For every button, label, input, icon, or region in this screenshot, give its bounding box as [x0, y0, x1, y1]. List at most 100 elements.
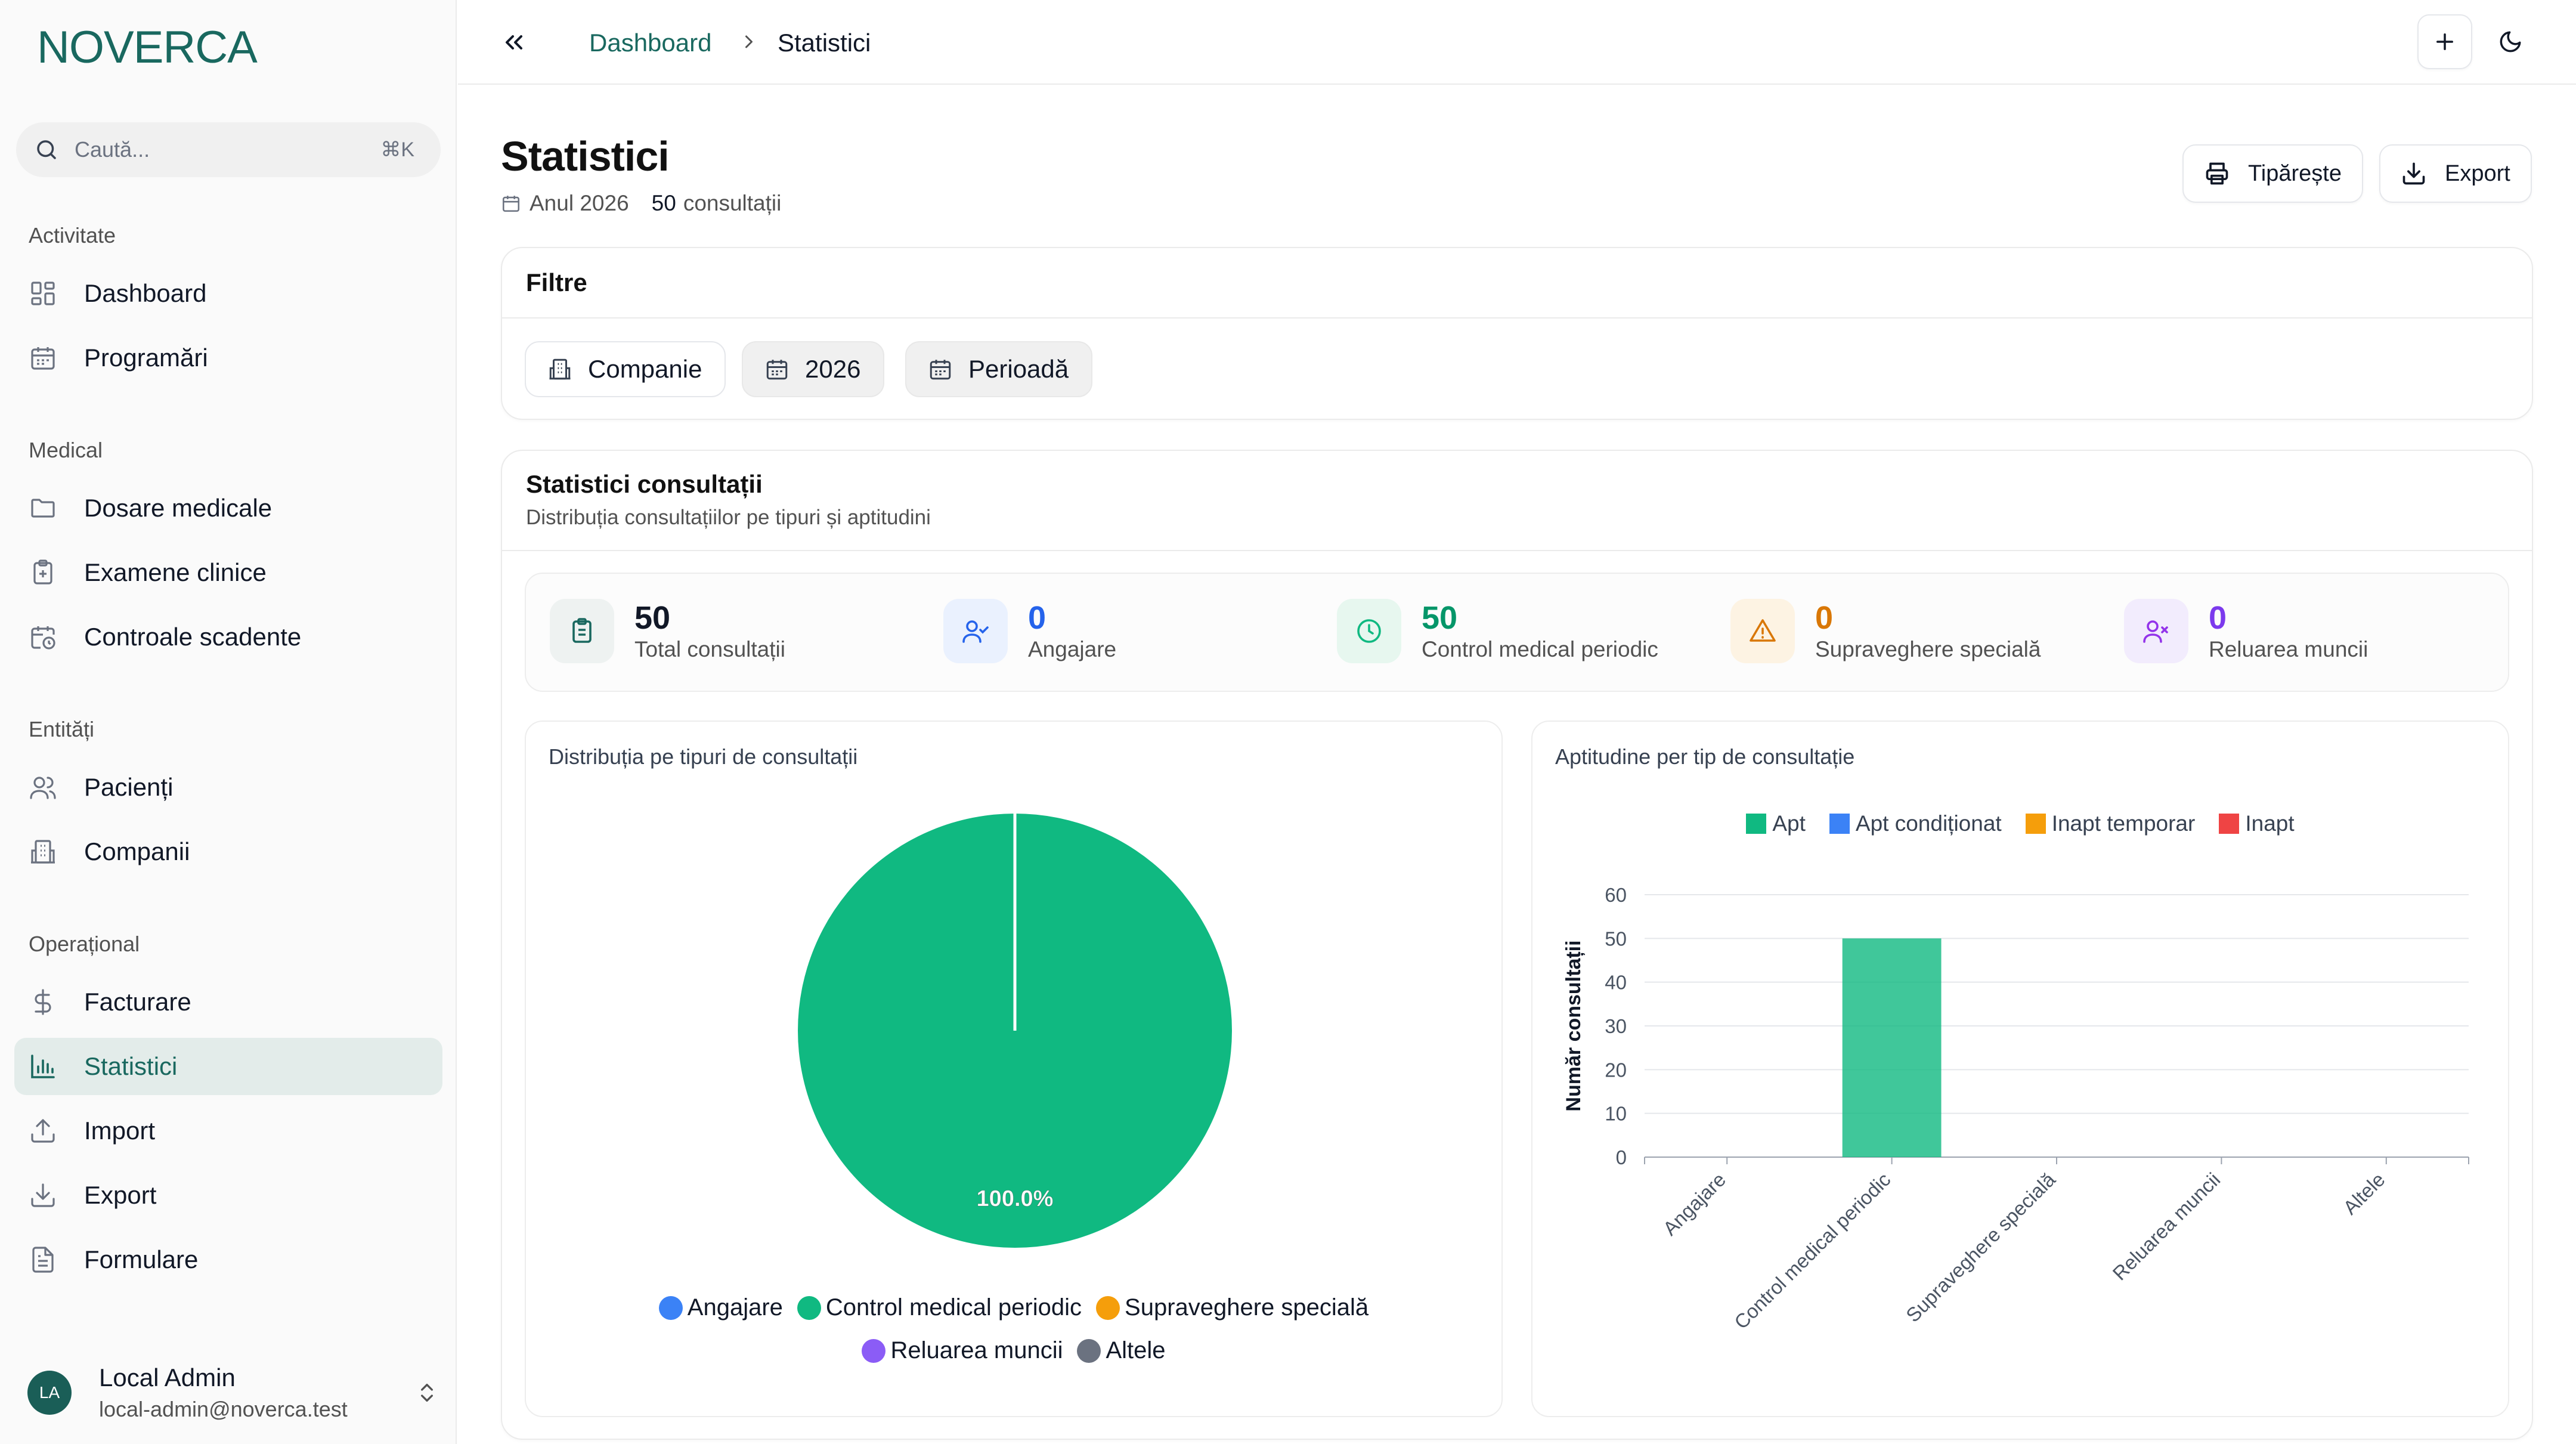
sidebar-item-dosare-medicale[interactable]: Dosare medicale: [14, 480, 442, 537]
users-icon: [30, 777, 56, 799]
folder-icon: [31, 499, 55, 518]
period-filter[interactable]: Perioadă: [905, 341, 1093, 397]
legend-label: Inapt: [2245, 811, 2295, 836]
plus-icon: [2436, 33, 2453, 50]
kpi-value: 0: [1815, 600, 1834, 636]
y-tick-label: 40: [1605, 972, 1627, 994]
sidebar-item-label: Statistici: [84, 1052, 178, 1080]
legend-item-angajare[interactable]: Angajare: [658, 1294, 783, 1321]
kpi-value: 50: [634, 600, 671, 636]
sidebar-item-label: Programări: [84, 344, 208, 372]
calendar-icon: [502, 196, 520, 212]
year-filter[interactable]: 2026: [742, 341, 885, 397]
kpi-icon-box: [2124, 599, 2188, 663]
year-filter-label: 2026: [805, 355, 861, 383]
sidebar-item-facturare[interactable]: Facturare: [14, 973, 442, 1031]
avatar: LA: [27, 1371, 72, 1415]
pie-legend-row-1: Angajare Control medical periodic Suprav…: [526, 1294, 1501, 1321]
search-placeholder: Caută...: [75, 137, 150, 162]
divider: [502, 550, 2532, 551]
building-icon: [31, 840, 55, 864]
x-tick-label: Angajare: [1659, 1168, 1730, 1240]
sidebar-item-label: Examene clinice: [84, 558, 267, 586]
y-tick-label: 30: [1605, 1015, 1627, 1037]
file-text-icon: [32, 1247, 54, 1273]
add-button[interactable]: [2417, 14, 2472, 69]
period-filter-label: Perioadă: [968, 355, 1069, 383]
sidebar-item-pacienti[interactable]: Pacienți: [14, 759, 442, 816]
legend-swatch: [797, 1295, 821, 1320]
breadcrumb-dashboard[interactable]: Dashboard: [589, 29, 712, 57]
theme-toggle-button[interactable]: [2483, 14, 2538, 69]
sidebar-item-statistici[interactable]: Statistici: [14, 1038, 442, 1095]
sidebar-item-label: Export: [84, 1181, 157, 1209]
divider: [502, 317, 2532, 319]
y-axis-label: Număr consultații: [1562, 940, 1585, 1111]
sidebar-item-label: Companii: [84, 837, 190, 865]
sidebar-item-formulare[interactable]: Formulare: [14, 1231, 442, 1288]
pie-chart-title: Distribuția pe tipuri de consultații: [549, 744, 858, 769]
app-logo[interactable]: NOVERCA: [37, 22, 258, 73]
download-icon: [31, 1183, 55, 1207]
download-icon: [2402, 162, 2425, 185]
sidebar-item-examene-clinice[interactable]: Examene clinice: [14, 544, 442, 601]
legend-swatch: [2025, 814, 2046, 834]
user-menu[interactable]: LA Local Admin local-admin@noverca.test: [27, 1360, 439, 1426]
sidebar-item-dashboard[interactable]: Dashboard: [14, 265, 442, 322]
stats-subtitle: Distribuția consultațiilor pe tipuri și …: [526, 506, 931, 529]
sidebar-item-programari[interactable]: Programări: [14, 329, 442, 386]
group-label-medical: Medical: [29, 438, 103, 462]
legend-swatch: [862, 1338, 886, 1363]
export-button[interactable]: Export: [2379, 144, 2532, 203]
user-check-icon: [962, 620, 989, 643]
pie-data-label: 100.0%: [977, 1186, 1054, 1211]
y-tick-label: 0: [1616, 1146, 1627, 1168]
bar-chart-card: Aptitudine per tip de consultație Apt Ap…: [1531, 721, 2509, 1417]
kpi-icon-box: [1730, 599, 1795, 663]
user-email: local-admin@noverca.test: [99, 1397, 348, 1421]
legend-label: Inapt temporar: [2051, 811, 2196, 836]
sidebar-item-label: Controale scadente: [84, 623, 302, 651]
legend-item-apt[interactable]: Apt: [1746, 811, 1806, 836]
moon-icon: [2500, 31, 2521, 52]
chevrons-left-icon[interactable]: [500, 28, 528, 57]
group-label-activitate: Activitate: [29, 223, 116, 248]
sidebar-item-controale-scadente[interactable]: Controale scadente: [14, 608, 442, 666]
legend-item-apt-conditionat[interactable]: Apt condiționat: [1829, 811, 2002, 836]
group-label-operational: Operațional: [29, 932, 140, 956]
sidebar: NOVERCA Caută... ⌘K Activitate Dashboard…: [0, 0, 457, 1444]
sidebar-item-export[interactable]: Export: [14, 1167, 442, 1224]
alert-triangle-icon: [1750, 619, 1776, 642]
search-input[interactable]: Caută... ⌘K: [16, 122, 441, 177]
legend-swatch: [1096, 1295, 1120, 1320]
calendar-icon: [31, 347, 55, 370]
legend-item-supraveghere-speciala[interactable]: Supraveghere specială: [1096, 1294, 1368, 1321]
calendar-icon: [930, 360, 951, 380]
legend-item-reluarea-muncii[interactable]: Reluarea muncii: [862, 1337, 1063, 1364]
legend-label: Reluarea muncii: [890, 1337, 1063, 1363]
y-tick-label: 10: [1605, 1103, 1627, 1125]
x-tick-label: Supraveghere specială: [1902, 1168, 2060, 1326]
page-title: Statistici: [501, 133, 670, 180]
kpi-supraveghere: 0 Supraveghere specială: [1730, 599, 2041, 663]
legend-item-inapt[interactable]: Inapt: [2219, 811, 2295, 836]
sidebar-item-companii[interactable]: Companii: [14, 823, 442, 880]
print-button[interactable]: Tipărește: [2182, 144, 2363, 203]
company-filter[interactable]: Companie: [525, 341, 726, 397]
legend-label: Supraveghere specială: [1125, 1294, 1369, 1321]
layout-grid-icon: [31, 282, 55, 305]
y-tick-label: 50: [1605, 927, 1627, 950]
legend-item-altele[interactable]: Altele: [1077, 1337, 1166, 1364]
sidebar-item-import[interactable]: Import: [14, 1102, 442, 1159]
legend-item-control-medical-periodic[interactable]: Control medical periodic: [797, 1294, 1082, 1321]
kpi-icon-box: [550, 599, 614, 663]
legend-label: Angajare: [687, 1294, 783, 1321]
export-label: Export: [2445, 160, 2510, 186]
x-tick-label: Altele: [2339, 1168, 2389, 1219]
legend-item-inapt-temporar[interactable]: Inapt temporar: [2025, 811, 2196, 836]
bar-chart-title: Aptitudine per tip de consultație: [1555, 744, 1855, 769]
clipboard-list-icon: [572, 618, 592, 643]
stats-card: Statistici consultații Distribuția consu…: [501, 450, 2533, 1440]
y-tick-label: 60: [1605, 884, 1627, 906]
calendar-clock-icon: [31, 626, 55, 650]
